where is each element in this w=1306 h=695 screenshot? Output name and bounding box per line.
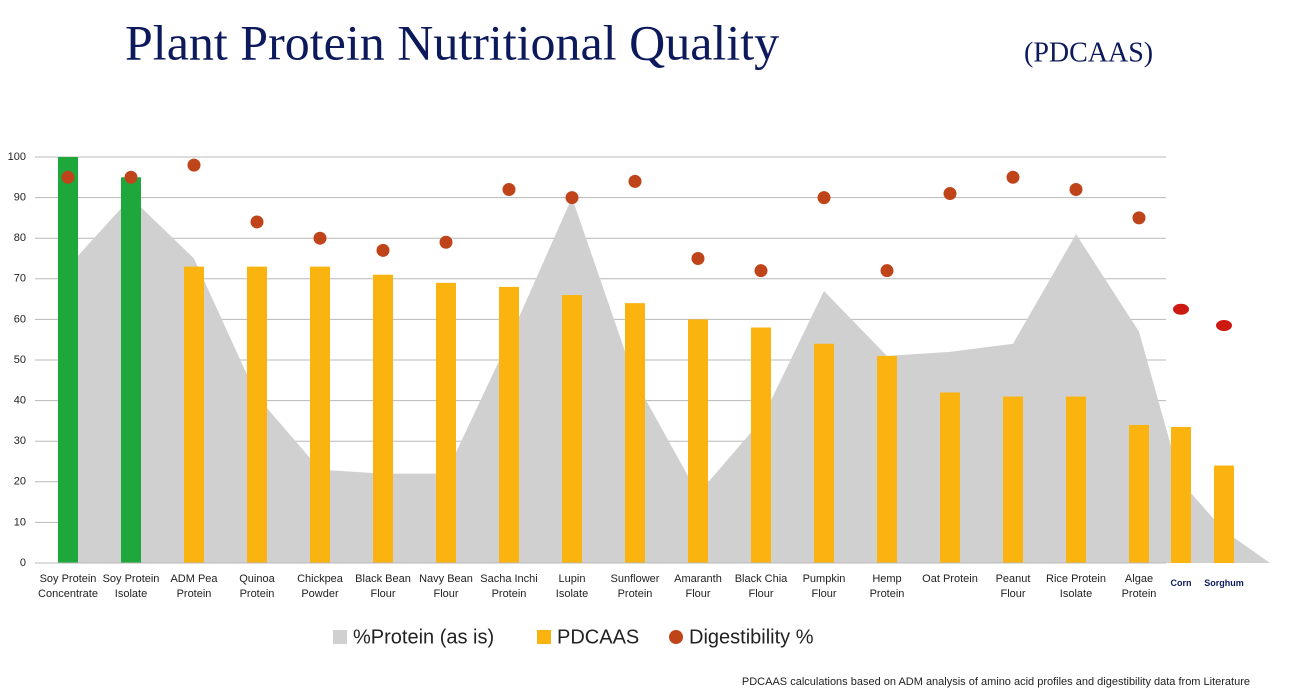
bar [58,157,78,563]
dot [628,174,642,188]
bar [625,303,645,563]
dot [376,243,390,257]
bar [814,343,834,563]
legend-label: PDCAAS [557,626,639,648]
legend-swatch [669,630,683,644]
y-tick-label: 50 [14,354,26,366]
y-tick-label: 10 [14,516,26,528]
bar [940,392,960,563]
bar [562,295,582,563]
bar-layer [58,157,1234,564]
bar [1214,465,1234,563]
dot [1216,319,1232,331]
dot [1069,182,1083,196]
x-tick-label: Oat Protein [922,573,978,585]
x-tick-label: Sunflower Protein [610,573,660,600]
y-tick-label: 0 [20,557,26,569]
y-tick-label: 60 [14,313,26,325]
bar [877,355,897,563]
x-tick-label: Black Bean Flour [355,573,411,600]
bar [1129,424,1149,563]
dot [187,158,201,172]
dot [250,215,264,229]
x-tick-label: Chickpea Powder [297,573,343,600]
bar [499,286,519,563]
dot [754,264,768,278]
legend-swatch [537,630,551,644]
x-tick-label: ADM Pea Protein [170,573,218,600]
dot [124,170,138,184]
dot [1006,170,1020,184]
x-tick-label: Navy Bean Flour [419,573,473,600]
x-tick-label: Soy Protein Concentrate [38,573,98,600]
x-tick-label: Corn [1170,578,1192,588]
dot [817,191,831,205]
dot [565,191,579,205]
x-tick-label: Hemp Protein [869,573,905,600]
x-tick-label: Algae Protein [1121,573,1157,600]
x-tick-label: Quinoa Protein [239,573,275,600]
y-tick-label: 40 [14,395,26,407]
protein-area [68,197,1270,563]
bar [436,282,456,563]
dot [1173,303,1189,315]
y-tick-label: 20 [14,476,26,488]
dot [1132,211,1146,225]
dot [439,235,453,249]
x-tick-label: Rice Protein Isolate [1046,573,1106,600]
legend-label: Digestibility % [689,626,814,648]
chart-subtitle: (PDCAAS) [1024,37,1153,68]
x-tick-label: Soy Protein Isolate [102,573,160,600]
y-tick-label: 80 [14,232,26,244]
dot [880,264,894,278]
bar [751,327,771,563]
x-tick-label: Peanut Flour [995,573,1031,600]
x-tick-label: Amaranth Flour [674,573,722,600]
chart-title: Plant Protein Nutritional Quality [125,14,779,70]
dot [502,182,516,196]
dot [691,252,705,265]
y-tick-label: 30 [14,435,26,447]
x-tick-label: Sorghum [1204,578,1244,588]
bar [1003,396,1023,563]
dot [313,231,327,245]
dot-layer [61,158,1232,331]
x-tick-label: Lupin Isolate [555,573,589,600]
bar [247,266,267,563]
x-tick-label: Pumpkin Flour [802,573,846,600]
area-layer [68,197,1270,563]
dot [943,187,957,201]
bar [1171,426,1191,563]
bar [310,266,330,563]
bar [373,274,393,563]
y-tick-label: 100 [8,151,26,163]
dot [61,170,75,184]
bar [121,177,141,564]
footnote: PDCAAS calculations based on ADM analysi… [742,676,1250,688]
bar [184,266,204,563]
bar [1066,396,1086,563]
y-tick-label: 70 [14,273,26,285]
x-tick-label: Sacha Inchi Protein [480,573,538,600]
legend-swatch [333,630,347,644]
y-tick-label: 90 [14,192,26,204]
legend-label: %Protein (as is) [353,626,494,648]
x-tick-label: Black Chia Flour [734,573,788,600]
bar [688,319,708,563]
